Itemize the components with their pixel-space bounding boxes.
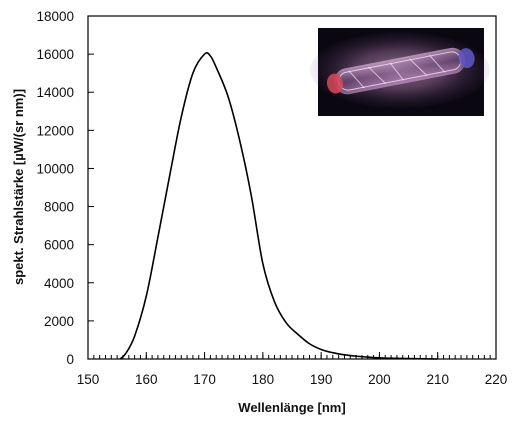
y-tick-label: 14000 — [36, 85, 74, 100]
x-axis-tick-labels: 150 160 170 180 190 200 210 220 — [77, 372, 508, 387]
plot-frame — [87, 15, 497, 360]
x-tick-label: 160 — [135, 372, 158, 387]
x-tick-label: 170 — [193, 372, 216, 387]
y-tick-label: 12000 — [36, 123, 74, 138]
x-tick-label: 200 — [368, 372, 391, 387]
x-tick-label: 180 — [252, 372, 275, 387]
series-layer — [119, 52, 438, 360]
y-tick-label: 4000 — [44, 276, 74, 291]
x-tick-label: 210 — [426, 372, 449, 387]
x-axis-ticks — [87, 352, 497, 359]
y-tick-label: 6000 — [44, 238, 74, 253]
y-axis-ticks — [88, 15, 94, 360]
x-tick-label: 150 — [77, 372, 100, 387]
y-tick-label: 18000 — [36, 9, 74, 24]
y-tick-label: 8000 — [44, 200, 74, 215]
y-tick-label: 0 — [66, 352, 74, 367]
lamp-photo-inset — [310, 28, 490, 116]
y-axis-title: spekt. Strahlstärke [µW/(sr nm)] — [11, 89, 26, 285]
series-line-0 — [119, 52, 438, 360]
y-tick-label: 16000 — [36, 47, 74, 62]
y-axis-tick-labels: 0 2000 4000 6000 8000 10000 12000 14000 16000 180… — [36, 9, 74, 367]
y-tick-label: 2000 — [44, 314, 74, 329]
x-tick-label: 220 — [485, 372, 508, 387]
x-axis-title: Wellenlänge [nm] — [238, 400, 345, 415]
y-tick-label: 10000 — [36, 161, 74, 176]
x-tick-label: 190 — [310, 372, 333, 387]
